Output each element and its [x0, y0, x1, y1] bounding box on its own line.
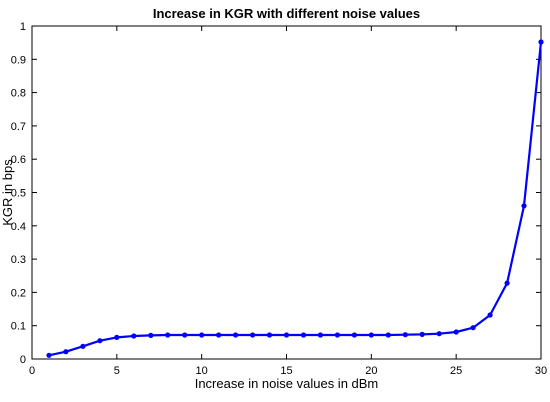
data-point	[233, 332, 239, 338]
data-point	[436, 331, 442, 337]
x-tick-label: 5	[114, 365, 120, 377]
x-tick-label: 0	[29, 365, 35, 377]
series-line	[48, 41, 543, 357]
data-point	[131, 333, 137, 339]
data-point	[80, 343, 86, 349]
data-point	[521, 203, 527, 209]
y-axis-label: KGR in bps	[0, 159, 15, 226]
data-point	[97, 338, 103, 344]
x-tick-label: 15	[280, 365, 292, 377]
y-axis-ticks: 0 0.1 0.2 0.3 0.4 0.5 0.6 0.7 0.8 0.9 1	[11, 21, 541, 366]
data-point	[453, 329, 459, 335]
y-tick-label: 1	[20, 21, 26, 33]
data-point	[216, 332, 222, 338]
data-point	[300, 332, 307, 338]
x-tick-label: 20	[365, 365, 377, 377]
series-layer	[46, 39, 544, 358]
x-axis-label: Increase in noise values in dBm	[195, 376, 379, 391]
data-point	[46, 352, 52, 358]
x-tick-label: 10	[196, 365, 208, 377]
data-point	[470, 325, 476, 331]
data-point	[402, 332, 408, 338]
data-point	[114, 334, 120, 340]
data-point	[351, 332, 357, 338]
data-point	[385, 332, 391, 338]
data-point	[334, 332, 340, 338]
data-point	[250, 332, 256, 338]
x-axis-ticks: 0 5 10 15 20 25 30	[29, 26, 547, 377]
plot-area	[31, 25, 542, 360]
y-tick-label: 0.9	[11, 54, 26, 66]
y-tick-label: 0.8	[11, 88, 26, 100]
y-tick-label: 0.1	[11, 321, 26, 333]
y-tick-label: 0.2	[11, 287, 26, 299]
x-tick-label: 30	[535, 365, 547, 377]
data-point	[63, 349, 69, 355]
chart-title: Increase in KGR with different noise val…	[153, 6, 420, 21]
y-tick-label: 0.5	[11, 188, 26, 200]
y-tick-label: 0.3	[11, 254, 26, 266]
data-point	[199, 332, 205, 338]
data-point	[182, 332, 188, 338]
data-point	[368, 332, 374, 338]
y-tick-label: 0.7	[11, 121, 26, 133]
y-tick-label: 0.6	[11, 154, 26, 166]
data-point	[165, 332, 171, 338]
data-point	[538, 39, 544, 45]
data-point	[266, 332, 273, 338]
data-point	[283, 332, 290, 338]
data-point	[419, 331, 425, 337]
data-point	[317, 332, 323, 338]
data-point	[487, 312, 493, 318]
x-tick-label: 25	[450, 365, 462, 377]
data-point	[148, 332, 154, 338]
y-tick-label: 0.4	[11, 221, 26, 233]
data-point	[504, 280, 510, 286]
y-tick-label: 0	[20, 354, 26, 366]
